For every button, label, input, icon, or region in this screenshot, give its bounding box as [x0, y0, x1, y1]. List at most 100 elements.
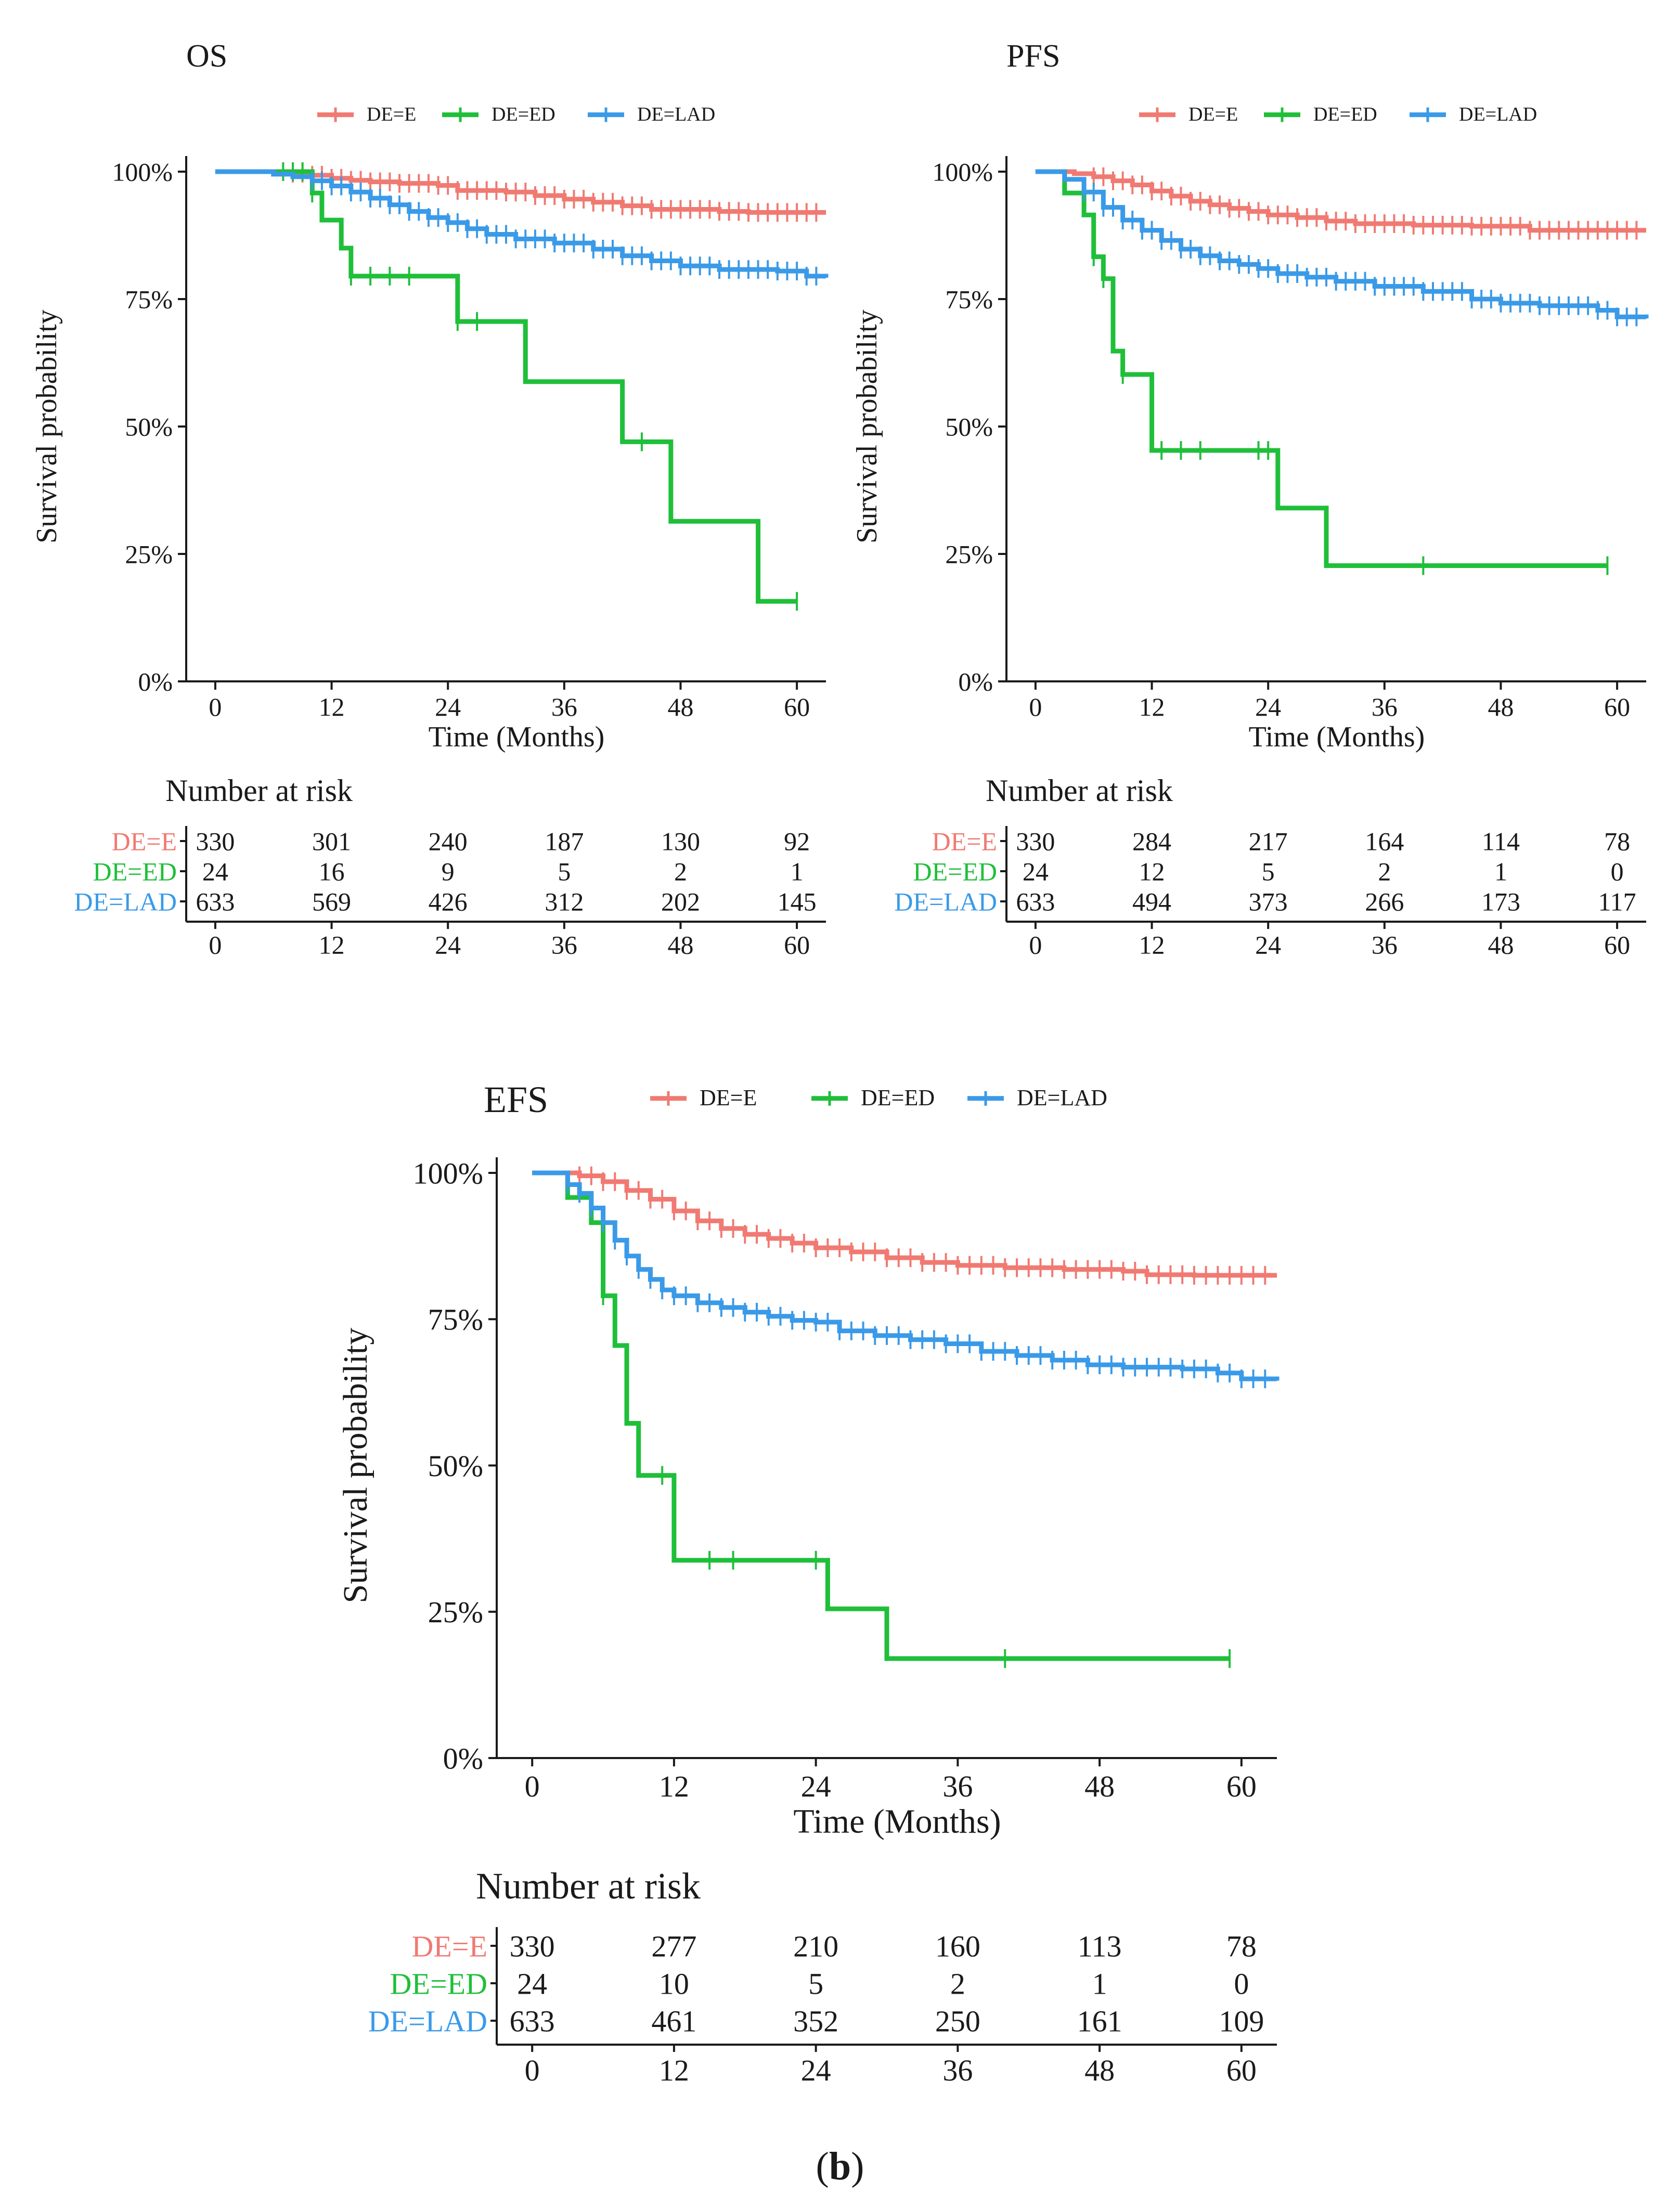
- risk-x-tick-label: 60: [1604, 931, 1630, 960]
- risk-cell: 9: [442, 857, 455, 886]
- risk-row-label: DE=E: [112, 827, 177, 856]
- risk-cell: 426: [429, 887, 468, 916]
- risk-cell: 277: [651, 1929, 696, 1963]
- pfs-legend-item-de-e: DE=E: [1139, 104, 1238, 125]
- risk-row-label: DE=LAD: [368, 2004, 487, 2038]
- risk-cell: 145: [778, 887, 817, 916]
- risk-x-tick-label: 60: [784, 931, 810, 960]
- risk-x-tick-label: 48: [667, 931, 693, 960]
- os-x-tick-label: 12: [319, 692, 345, 721]
- efs-series-de-lad: [532, 1170, 1280, 1388]
- risk-cell: 10: [659, 1967, 689, 2000]
- efs-legend-item-de-lad: DE=LAD: [967, 1085, 1107, 1110]
- risk-cell: 0: [1611, 857, 1624, 886]
- risk-x-tick-label: 60: [1226, 2053, 1257, 2087]
- risk-cell: 2: [950, 1967, 965, 2000]
- pfs-y-tick-label: 75%: [945, 285, 993, 314]
- risk-cell: 114: [1482, 827, 1520, 856]
- legend-label: DE=ED: [861, 1085, 935, 1110]
- risk-row-label: DE=LAD: [74, 887, 177, 916]
- risk-cell: 266: [1365, 887, 1404, 916]
- pfs-risk-table: Number at risk DE=E 330 284 217 164 114 78 DE=ED…: [894, 773, 1646, 960]
- caption-paren-close: ): [851, 2145, 864, 2188]
- pfs-x-tick-label: 0: [1029, 692, 1042, 721]
- pfs-y-axis-label: Survival probability: [851, 309, 883, 544]
- risk-x-tick-label: 36: [942, 2053, 973, 2087]
- os-y-tick-label: 75%: [125, 285, 173, 314]
- efs-y-tick-label: 50%: [428, 1449, 483, 1483]
- legend-label: DE=LAD: [637, 104, 715, 125]
- risk-x-tick-label: 12: [319, 931, 345, 960]
- os-legend: DE=E DE=ED DE=LAD: [317, 104, 715, 125]
- risk-cell: 164: [1365, 827, 1404, 856]
- os-x-tick-label: 24: [435, 692, 461, 721]
- risk-cell: 301: [312, 827, 351, 856]
- pfs-y-tick-label: 25%: [945, 540, 993, 569]
- risk-cell: 24: [517, 1967, 547, 2000]
- pfs-legend: DE=E DE=ED DE=LAD: [1139, 104, 1537, 125]
- os-x-tick-label: 36: [551, 692, 577, 721]
- efs-x-tick-label: 36: [942, 1769, 973, 1803]
- risk-row-label: DE=ED: [913, 857, 998, 886]
- pfs-x-tick-label: 36: [1372, 692, 1398, 721]
- efs-y-tick-label: 25%: [428, 1595, 483, 1629]
- risk-cell: 12: [1139, 857, 1165, 886]
- risk-row-label: DE=LAD: [894, 887, 997, 916]
- pfs-x-tick-label: 60: [1604, 692, 1630, 721]
- caption-text: (b): [816, 2145, 864, 2188]
- risk-cell: 173: [1481, 887, 1520, 916]
- efs-x-tick-label: 60: [1226, 1769, 1257, 1803]
- risk-cell: 373: [1249, 887, 1288, 916]
- caption-paren-open: (: [816, 2145, 829, 2188]
- risk-row-label: DE=ED: [390, 1967, 487, 2000]
- os-y-tick-label: 50%: [125, 412, 173, 442]
- risk-cell: 16: [319, 857, 345, 886]
- efs-title: EFS: [484, 1079, 548, 1120]
- risk-cell: 5: [558, 857, 571, 886]
- risk-cell: 217: [1249, 827, 1288, 856]
- efs-legend-item-de-e: DE=E: [650, 1085, 757, 1110]
- pfs-series-de-e: [1035, 167, 1646, 240]
- risk-cell: 633: [196, 887, 235, 916]
- risk-x-tick-label: 24: [801, 2053, 831, 2087]
- risk-cell: 24: [202, 857, 228, 886]
- risk-cell: 352: [793, 2004, 838, 2038]
- risk-x-tick-label: 24: [435, 931, 461, 960]
- os-y-tick-label: 100%: [112, 158, 173, 187]
- risk-x-tick-label: 0: [209, 931, 222, 960]
- efs-x-axis-label: Time (Months): [793, 1802, 1001, 1840]
- risk-cell: 113: [1078, 1929, 1122, 1963]
- risk-x-tick-label: 36: [1372, 931, 1398, 960]
- pfs-y-tick-label: 50%: [945, 412, 993, 442]
- km-curve: [215, 169, 797, 604]
- risk-cell: 0: [1234, 1967, 1249, 2000]
- figure-caption: (b): [816, 2145, 864, 2188]
- os-y-tick-label: 0%: [138, 667, 173, 696]
- risk-cell: 2: [674, 857, 687, 886]
- risk-cell: 1: [1494, 857, 1507, 886]
- pfs-x-tick-label: 24: [1255, 692, 1281, 721]
- risk-cell: 5: [1262, 857, 1275, 886]
- os-x-tick-label: 0: [209, 692, 222, 721]
- efs-y-axis-label: Survival probability: [337, 1328, 374, 1604]
- risk-x-tick-label: 0: [525, 2053, 540, 2087]
- risk-cell: 210: [793, 1929, 838, 1963]
- risk-cell: 1: [791, 857, 804, 886]
- pfs-x-tick-label: 12: [1139, 692, 1165, 721]
- risk-x-tick-label: 0: [1029, 931, 1042, 960]
- risk-x-tick-label: 12: [659, 2053, 689, 2087]
- legend-label: DE=LAD: [1459, 104, 1537, 125]
- risk-cell: 202: [661, 887, 700, 916]
- risk-cell: 494: [1132, 887, 1171, 916]
- risk-cell: 569: [312, 887, 351, 916]
- legend-label: DE=LAD: [1017, 1085, 1107, 1110]
- os-x-tick-label: 48: [667, 692, 693, 721]
- risk-x-tick-label: 24: [1255, 931, 1281, 960]
- efs-x-tick-label: 0: [525, 1769, 540, 1803]
- risk-row-label: DE=E: [932, 827, 997, 856]
- risk-x-tick-label: 12: [1139, 931, 1165, 960]
- pfs-x-axis-label: Time (Months): [1249, 721, 1425, 753]
